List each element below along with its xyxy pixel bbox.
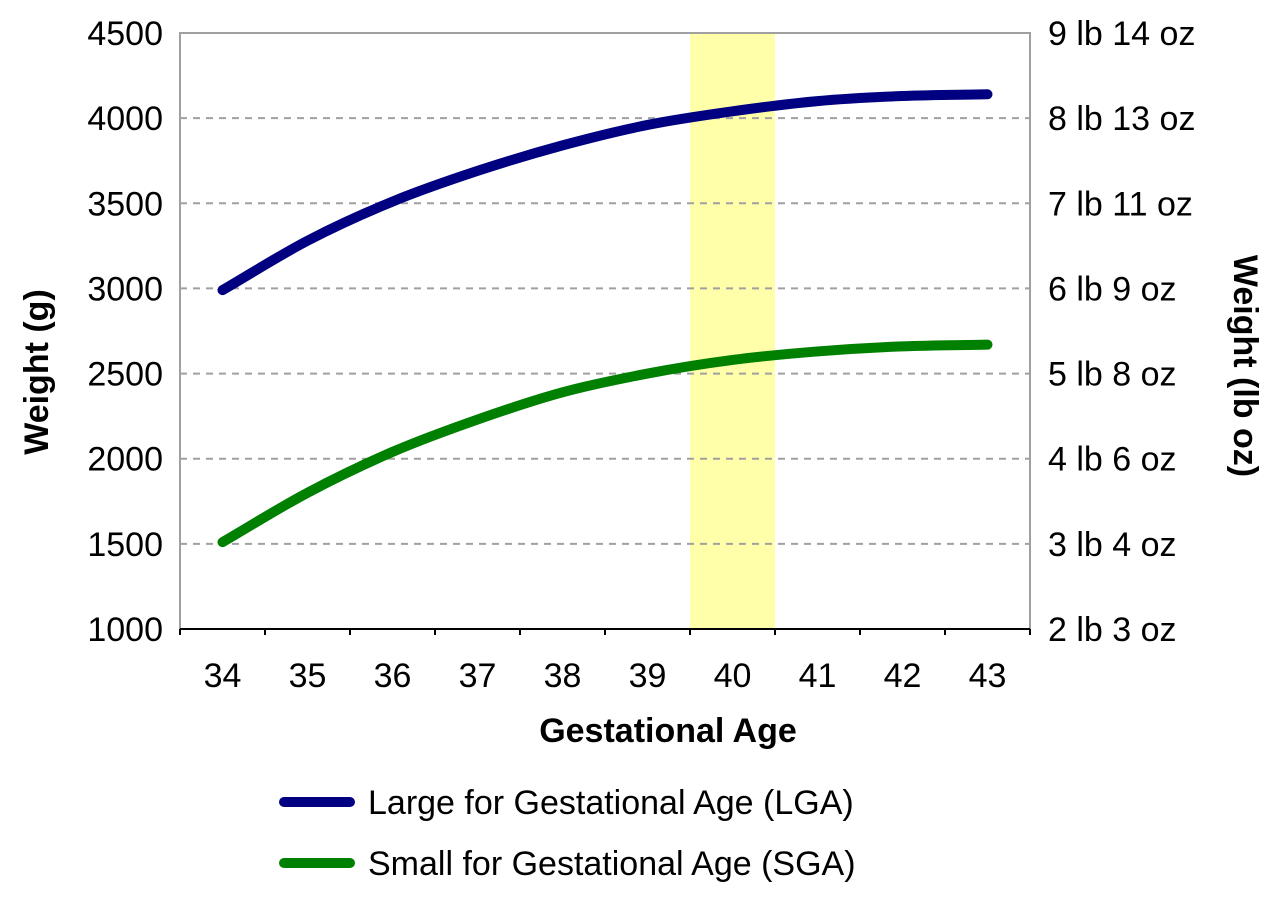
x-tick-label: 40 <box>714 657 752 695</box>
x-tick-label: 39 <box>629 657 667 695</box>
series-line-sga <box>217 339 993 548</box>
highlight-band <box>690 33 775 629</box>
legend-label: Large for Gestational Age (LGA) <box>368 784 854 822</box>
y2-tick-label: 3 lb 4 oz <box>1048 526 1177 564</box>
y-axis-ticks: 1000 1500 2000 2500 3000 3500 4000 4500 <box>87 15 163 649</box>
x-tick-label: 36 <box>374 657 412 695</box>
x-axis-title: Gestational Age <box>539 712 797 750</box>
y-tick-label: 1500 <box>87 526 163 564</box>
y2-tick-label: 2 lb 3 oz <box>1048 611 1177 649</box>
y2-tick-label: 6 lb 9 oz <box>1048 270 1177 308</box>
legend-label: Small for Gestational Age (SGA) <box>368 845 856 883</box>
y-tick-label: 1000 <box>87 611 163 649</box>
x-tick-label: 34 <box>204 657 242 695</box>
x-tick-label: 41 <box>799 657 837 695</box>
x-tick-label: 43 <box>969 657 1007 695</box>
plot-frame <box>179 32 1031 630</box>
y-tick-label: 2500 <box>87 356 163 394</box>
y-tick-label: 4000 <box>87 100 163 138</box>
y2-tick-label: 8 lb 13 oz <box>1048 100 1195 138</box>
highlight-band-layer <box>690 33 775 629</box>
x-tick-label: 35 <box>289 657 327 695</box>
y2-tick-label: 9 lb 14 oz <box>1048 15 1195 53</box>
series-layer <box>217 89 993 548</box>
legend: Large for Gestational Age (LGA) Small for… <box>279 784 856 883</box>
y2-tick-label: 5 lb 8 oz <box>1048 356 1177 394</box>
y2-tick-label: 4 lb 6 oz <box>1048 441 1177 479</box>
x-tick-label: 37 <box>459 657 497 695</box>
y-axis-title: Weight (g) <box>18 289 56 455</box>
x-tick-label: 42 <box>884 657 922 695</box>
x-axis-ticks: 34 35 36 37 38 39 40 41 42 43 <box>179 629 1031 695</box>
grid-layer <box>180 117 1030 545</box>
y2-axis-title: Weight (lb oz) <box>1226 255 1264 477</box>
y-tick-label: 3500 <box>87 185 163 223</box>
y-tick-label: 2000 <box>87 441 163 479</box>
y2-axis-ticks: 2 lb 3 oz 3 lb 4 oz 4 lb 6 oz 5 lb 8 oz 6 lb… <box>1048 15 1195 649</box>
x-tick-label: 38 <box>544 657 582 695</box>
y2-tick-label: 7 lb 11 oz <box>1048 185 1193 223</box>
y-tick-label: 3000 <box>87 270 163 308</box>
series-line-lga <box>217 89 993 296</box>
y-tick-label: 4500 <box>87 15 163 53</box>
